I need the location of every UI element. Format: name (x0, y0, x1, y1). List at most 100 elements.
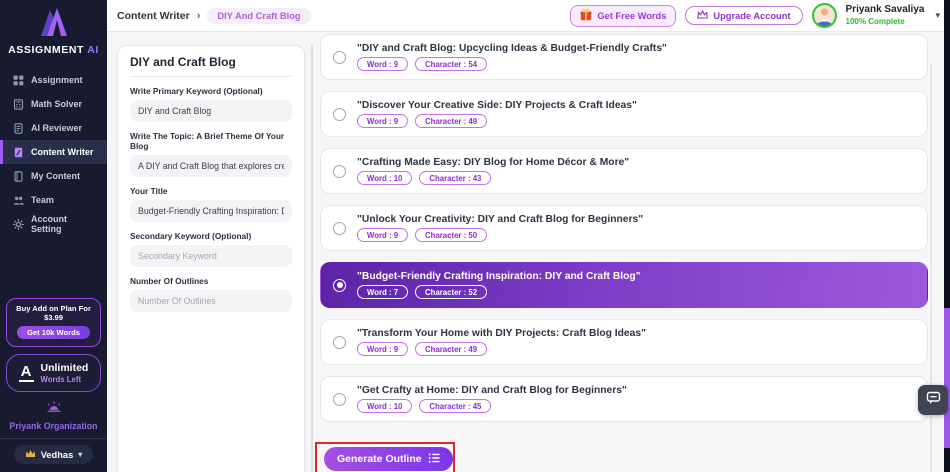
user-avatar[interactable] (811, 3, 837, 28)
secondary-keyword-label: Secondary Keyword (Optional) (130, 231, 252, 241)
header-actions: Get Free Words Upgrade Account Priyank S… (570, 3, 940, 28)
radio-button[interactable] (333, 107, 346, 121)
option-title: "Transform Your Home with DIY Projects: … (357, 328, 646, 339)
sidebar-item-math-solver[interactable]: Math Solver (0, 92, 107, 116)
book-icon (13, 170, 24, 182)
sidebar-item-my-content[interactable]: My Content (0, 164, 107, 188)
user-name: Priyank Savaliya (845, 4, 925, 16)
character-count-badge: Character : 49 (415, 342, 488, 356)
outlines-count-input[interactable] (130, 290, 292, 312)
topic-input[interactable] (130, 155, 292, 177)
option-title: "Budget-Friendly Crafting Inspiration: D… (357, 271, 641, 282)
breadcrumb-chevron-icon: › (196, 9, 201, 22)
sidebar-item-label: Assignment (31, 75, 83, 85)
character-count-badge: Character : 45 (419, 399, 492, 413)
title-option-6[interactable]: "Transform Your Home with DIY Projects: … (320, 319, 928, 365)
primary-keyword-input[interactable] (130, 100, 292, 122)
brand: ASSIGNMENT AI (0, 0, 107, 56)
sidebar-bottom: Buy Add on Plan For $3.99 Get 10k Words … (0, 298, 107, 472)
page-scrollbar-track[interactable] (944, 0, 950, 472)
user-status: 100% Complete (845, 16, 905, 26)
generate-outline-label: Generate Outline (337, 453, 422, 465)
annotation-highlight (315, 442, 455, 472)
character-count-badge: Character : 43 (419, 171, 492, 185)
option-title: "DIY and Craft Blog: Upcycling Ideas & B… (357, 43, 667, 54)
generate-row: Generate Outline (315, 442, 928, 472)
sidebar-item-ai-reviewer[interactable]: AI Reviewer (0, 116, 107, 140)
crown-icon (697, 9, 709, 21)
generate-outline-button[interactable]: Generate Outline (324, 447, 453, 471)
title-option-3[interactable]: "Crafting Made Easy: DIY Blog for Home D… (320, 148, 928, 194)
organization-name[interactable]: Priyank Organization (9, 421, 98, 431)
sidebar-nav: Assignment Math Solver AI Reviewer Conte… (0, 68, 107, 236)
chat-button[interactable] (918, 385, 948, 415)
radio-button[interactable] (333, 392, 346, 406)
primary-keyword-label: Write Primary Keyword (Optional) (130, 86, 263, 96)
workspace-name: Vedhas (40, 449, 74, 460)
radio-button-checked[interactable] (333, 278, 346, 292)
form-title: DIY and Craft Blog (130, 55, 292, 77)
title-option-2[interactable]: "Discover Your Creative Side: DIY Projec… (320, 91, 928, 137)
word-count-badge: Word : 10 (357, 171, 413, 185)
title-options-list: "DIY and Craft Blog: Upcycling Ideas & B… (315, 34, 928, 472)
option-title: "Get Crafty at Home: DIY and Craft Blog … (357, 385, 627, 396)
title-option-7[interactable]: "Get Crafty at Home: DIY and Craft Blog … (320, 376, 928, 422)
workspace-selector[interactable]: Vedhas ▾ (13, 445, 94, 464)
radio-button[interactable] (333, 335, 346, 349)
word-count-badge: Word : 9 (357, 342, 409, 356)
word-count-badge: Word : 9 (357, 114, 409, 128)
radio-button[interactable] (333, 50, 346, 64)
title-option-5-selected[interactable]: "Budget-Friendly Crafting Inspiration: D… (320, 262, 928, 308)
chat-bubble-icon (926, 391, 941, 410)
title-label: Your Title (130, 186, 168, 196)
words-left-card: A Unlimited Words Left (6, 354, 101, 392)
breadcrumb-content-writer[interactable]: Content Writer (117, 9, 190, 22)
get-free-words-button[interactable]: Get Free Words (570, 4, 677, 27)
upgrade-account-label: Upgrade Account (713, 10, 791, 21)
plan-subtitle: Words Left (40, 375, 82, 384)
radio-button[interactable] (333, 164, 346, 178)
pen-document-icon (13, 147, 24, 158)
character-count-badge: Character : 49 (415, 114, 488, 128)
brand-a-icon: A (18, 363, 34, 383)
sidebar-item-content-writer[interactable]: Content Writer (0, 140, 107, 164)
sidebar-item-label: Team (31, 195, 54, 205)
title-option-1[interactable]: "DIY and Craft Blog: Upcycling Ideas & B… (320, 34, 928, 80)
sidebar-item-label: Account Setting (31, 214, 67, 234)
word-count-badge: Word : 10 (357, 399, 413, 413)
addon-text: Buy Add on Plan For $3.99 (16, 304, 91, 322)
sidebar-item-assignment[interactable]: Assignment (0, 68, 107, 92)
word-count-badge: Word : 9 (357, 57, 409, 71)
workspace-bar: Vedhas ▾ (0, 438, 107, 472)
get-10k-words-button[interactable]: Get 10k Words (16, 326, 91, 339)
breadcrumb-current-badge: DIY And Craft Blog (207, 7, 311, 24)
character-count-badge: Character : 52 (415, 285, 488, 299)
grid-icon (13, 75, 24, 86)
numbered-list-icon (428, 452, 440, 467)
form-scrollbar[interactable] (311, 45, 313, 472)
sidebar-item-label: My Content (31, 171, 80, 181)
app-logo-icon (34, 8, 74, 41)
sidebar-item-label: AI Reviewer (31, 123, 83, 133)
organization: Priyank Organization (0, 401, 107, 431)
document-check-icon (13, 122, 24, 134)
sidebar-item-account-setting[interactable]: Account Setting (0, 212, 107, 236)
title-option-4[interactable]: "Unlock Your Creativity: DIY and Craft B… (320, 205, 928, 251)
get-free-words-label: Get Free Words (597, 10, 667, 21)
topic-label: Write The Topic: A Brief Theme Of Your B… (130, 131, 285, 151)
sidebar-item-team[interactable]: Team (0, 188, 107, 212)
upgrade-account-button[interactable]: Upgrade Account (685, 6, 803, 25)
options-scrollbar-track (930, 64, 932, 472)
user-menu-chevron-icon[interactable]: ▾ (935, 10, 940, 20)
crown-icon (25, 449, 36, 460)
organization-icon (45, 401, 63, 418)
secondary-keyword-input[interactable] (130, 245, 292, 267)
addon-banner: Buy Add on Plan For $3.99 Get 10k Words (6, 298, 101, 347)
sidebar-item-label: Math Solver (31, 99, 83, 109)
option-title: "Crafting Made Easy: DIY Blog for Home D… (357, 157, 630, 168)
radio-button[interactable] (333, 221, 346, 235)
gear-icon (13, 218, 24, 230)
user-meta: Priyank Savaliya 100% Complete (846, 4, 925, 27)
title-input[interactable] (130, 200, 292, 222)
page-scrollbar-thumb[interactable] (944, 308, 950, 448)
